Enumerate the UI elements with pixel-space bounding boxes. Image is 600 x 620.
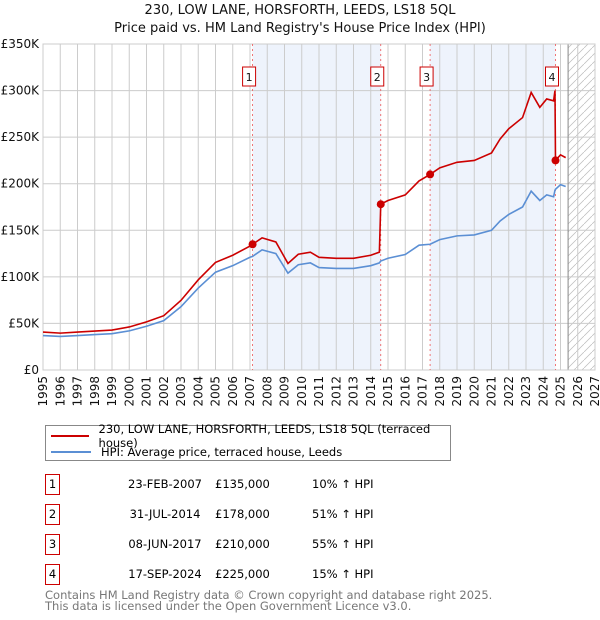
x-tick-label: 2019	[450, 376, 464, 407]
x-tick-label: 2013	[347, 376, 361, 407]
x-tick-label: 1998	[88, 376, 102, 407]
sale-price: £210,000	[215, 537, 270, 551]
x-tick-label: 2025	[554, 376, 568, 407]
sale-number-badge: 3	[45, 534, 60, 555]
sale-label: 4	[548, 71, 555, 84]
sale-number-badge: 1	[45, 474, 60, 495]
x-tick-label: 2016	[398, 376, 412, 407]
sale-number-badge: 4	[45, 564, 60, 585]
sale-date: 23-FEB-2007	[128, 477, 202, 491]
hpi-line	[42, 183, 566, 338]
x-tick-label: 2021	[485, 376, 499, 407]
x-tick-label: 2002	[157, 376, 171, 407]
legend-swatch-property	[51, 435, 89, 437]
sale-point	[426, 170, 435, 179]
sale-hpi-change: 10% ↑ HPI	[312, 477, 374, 491]
y-tick-label: £150K	[1, 223, 41, 237]
x-tick-label: 1996	[53, 376, 67, 407]
sale-point	[248, 240, 257, 249]
x-tick-label: 1995	[36, 376, 50, 407]
sale-label: 2	[374, 71, 381, 84]
x-tick-label: 2026	[571, 376, 585, 407]
sale-number-badge: 2	[45, 504, 60, 525]
x-tick-label: 2006	[226, 376, 240, 407]
copyright-text: Contains HM Land Registry data © Crown c…	[45, 588, 493, 602]
sale-hpi-change: 51% ↑ HPI	[312, 507, 374, 521]
chart-subtitle: Price paid vs. HM Land Registry's House …	[114, 21, 486, 36]
y-tick-label: £250K	[1, 130, 41, 144]
y-tick-label: £50K	[8, 316, 40, 330]
plot-frame	[42, 43, 596, 371]
x-tick-label: 2018	[433, 376, 447, 407]
sale-label-box	[370, 66, 385, 87]
sale-date: 31-JUL-2014	[129, 507, 201, 521]
sale-row: 1 23-FEB-2007 £135,000 10% ↑ HPI	[45, 474, 445, 496]
ownership-shade	[430, 44, 556, 370]
sale-label: 3	[423, 71, 430, 84]
x-tick-label: 2027	[588, 376, 600, 407]
y-tick-label: £0	[24, 363, 39, 377]
x-tick-label: 2007	[243, 376, 257, 407]
x-tick-label: 2009	[278, 376, 292, 407]
sale-label-box	[419, 66, 434, 87]
legend-swatch-hpi	[51, 451, 91, 453]
legend-label: HPI: Average price, terraced house, Leed…	[101, 445, 343, 459]
sale-row: 3 08-JUN-2017 £210,000 55% ↑ HPI	[45, 534, 445, 556]
x-tick-label: 2017	[416, 376, 430, 407]
sale-label-box	[242, 66, 257, 87]
x-tick-label: 2004	[191, 376, 205, 407]
legend-label: 230, LOW LANE, HORSFORTH, LEEDS, LS18 5Q…	[98, 422, 431, 450]
legend-item-property: 230, LOW LANE, HORSFORTH, LEEDS, LS18 5Q…	[51, 422, 450, 450]
sale-hpi-change: 55% ↑ HPI	[312, 537, 374, 551]
x-tick-label: 2014	[364, 376, 378, 407]
sale-price: £225,000	[215, 567, 270, 581]
forecast-hatch	[568, 44, 595, 370]
sale-point	[551, 156, 560, 165]
sale-row: 4 17-SEP-2024 £225,000 15% ↑ HPI	[45, 564, 445, 586]
licence-text: This data is licensed under the Open Gov…	[45, 599, 412, 613]
x-tick-label: 2020	[467, 376, 481, 407]
x-tick-label: 2001	[140, 376, 154, 407]
x-tick-label: 2005	[209, 376, 223, 407]
sale-hpi-change: 15% ↑ HPI	[312, 567, 374, 581]
x-tick-label: 2008	[260, 376, 274, 407]
footer: Contains HM Land Registry data © Crown c…	[45, 588, 493, 613]
x-tick-label: 2003	[174, 376, 188, 407]
x-tick-label: 2012	[329, 376, 343, 407]
sale-label-box	[544, 66, 559, 87]
x-tick-label: 2015	[381, 376, 395, 407]
x-tick-label: 2010	[295, 376, 309, 407]
sale-price: £178,000	[215, 507, 270, 521]
sale-row: 2 31-JUL-2014 £178,000 51% ↑ HPI	[45, 504, 445, 526]
chart-title: 230, LOW LANE, HORSFORTH, LEEDS, LS18 5Q…	[144, 3, 456, 18]
price-chart: 1995 1996 1997 1998 1999 2000 2001 2002 2003 2004…	[1, 37, 600, 407]
sale-label: 1	[246, 71, 253, 84]
ownership-shade	[252, 44, 381, 370]
property-price-line	[42, 90, 567, 334]
sale-point	[376, 200, 385, 209]
y-tick-label: £350K	[1, 37, 41, 51]
legend: 230, LOW LANE, HORSFORTH, LEEDS, LS18 5Q…	[45, 422, 451, 461]
x-tick-label: 2023	[519, 376, 533, 407]
sale-date: 08-JUN-2017	[128, 537, 202, 551]
x-tick-label: 1999	[105, 376, 119, 407]
x-tick-label: 2024	[536, 376, 550, 407]
x-tick-label: 2022	[502, 376, 516, 407]
legend-item-hpi: HPI: Average price, terraced house, Leed…	[51, 444, 342, 460]
y-tick-label: £100K	[1, 270, 41, 284]
x-tick-label: 2000	[122, 376, 136, 407]
sale-price: £135,000	[215, 477, 270, 491]
x-tick-label: 1997	[71, 376, 85, 407]
sale-date: 17-SEP-2024	[128, 567, 202, 581]
y-tick-label: £200K	[1, 177, 41, 191]
y-tick-label: £300K	[1, 84, 41, 98]
x-tick-label: 2011	[312, 376, 326, 407]
